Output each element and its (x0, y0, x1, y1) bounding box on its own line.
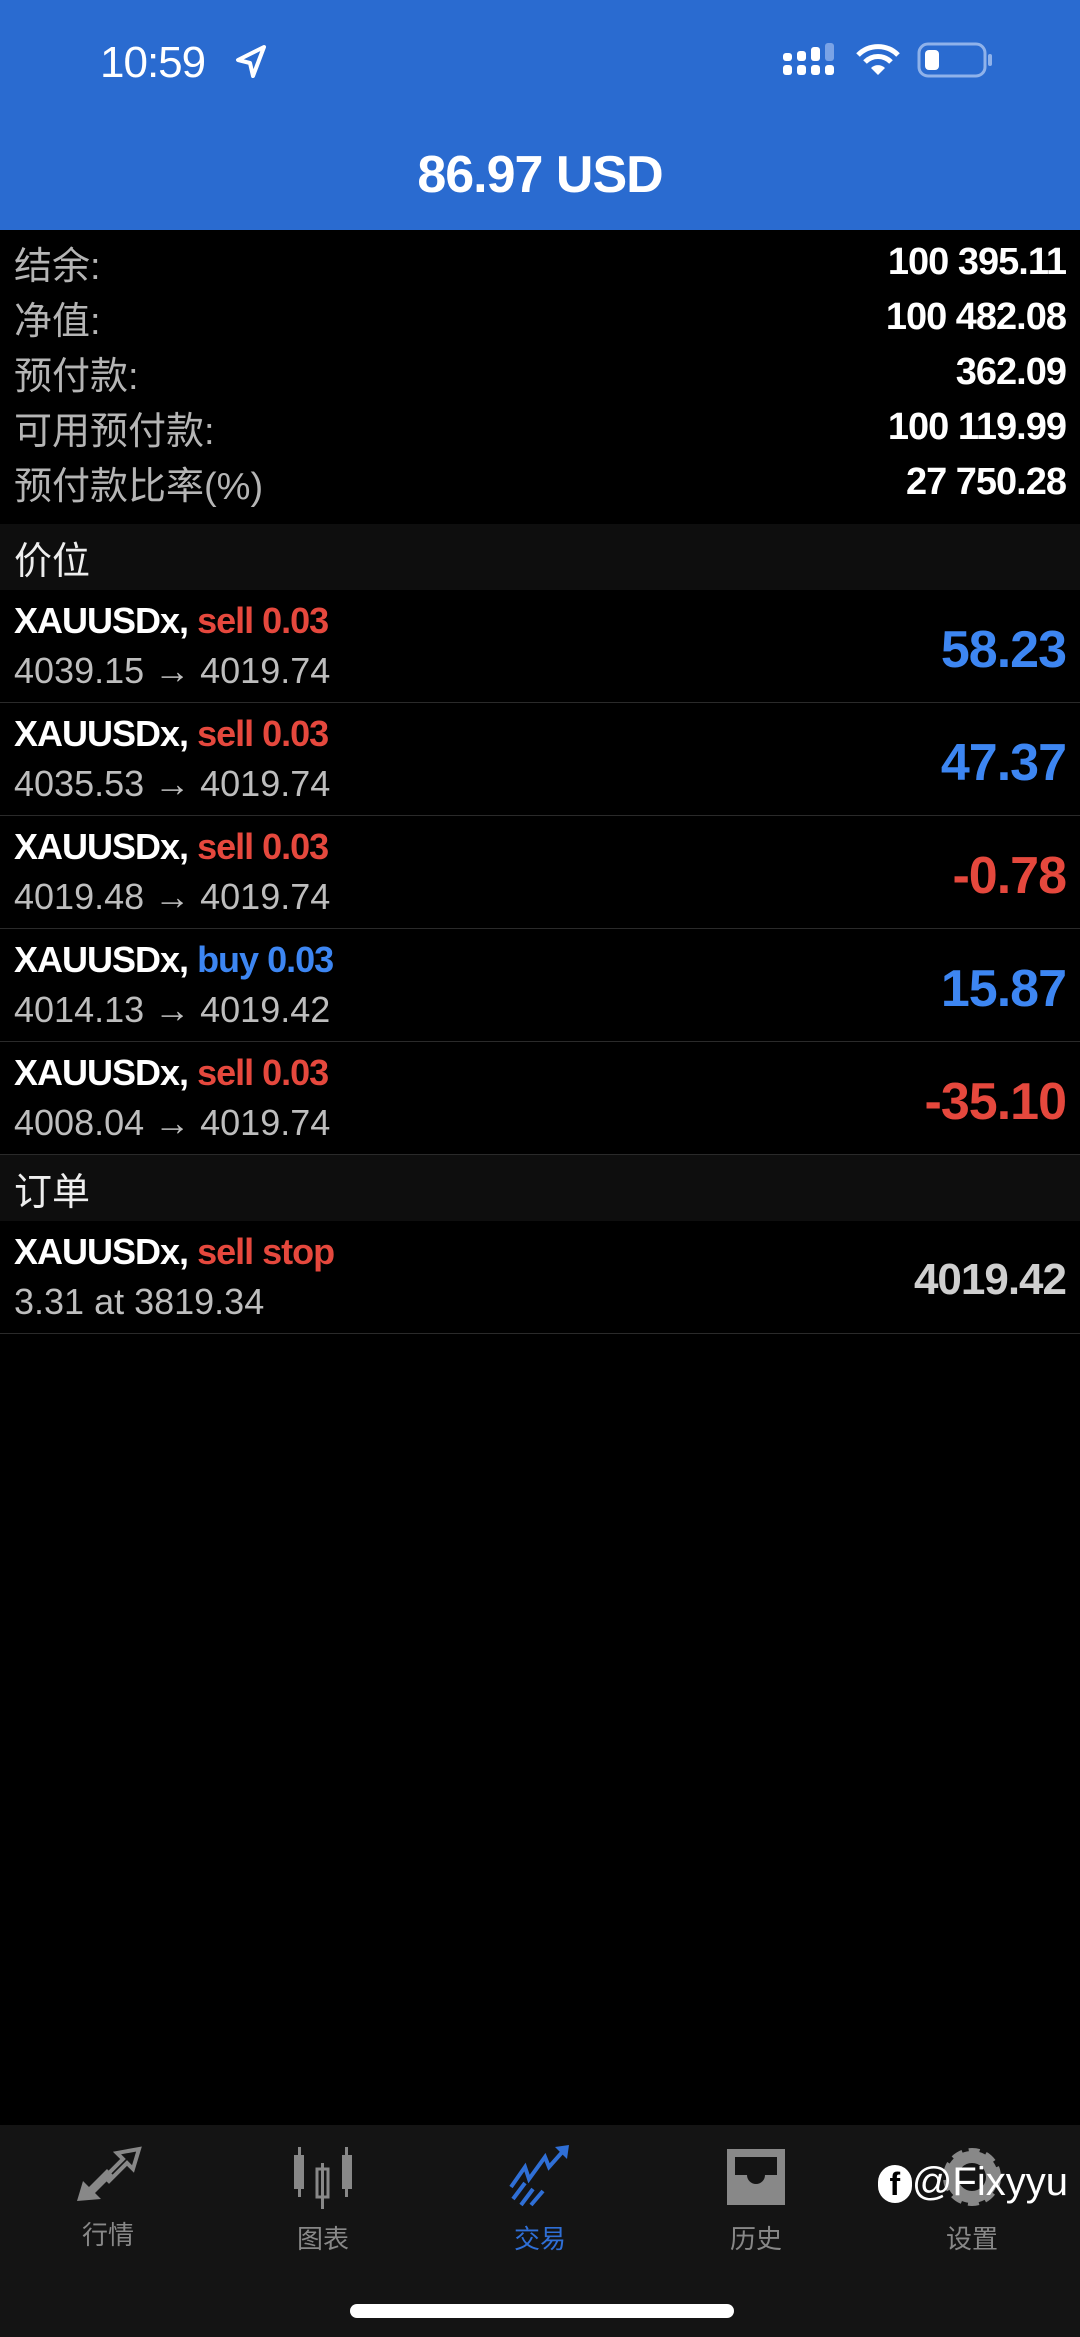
tab-quotes[interactable]: 行情 (38, 2145, 178, 2252)
position-prices: 4014.13 → 4019.42 (14, 989, 331, 1030)
order-symbol: XAUUSDx, (14, 1231, 189, 1272)
order-price: 4019.42 (913, 1255, 1067, 1304)
account-row-free-margin: 可用预付款: 100 119.99 (14, 406, 1067, 453)
inbox-tray-icon (727, 2149, 785, 2205)
position-row[interactable]: XAUUSDx, buy 0.03 4014.13 → 4019.42 15.8… (0, 929, 1080, 1042)
position-row[interactable]: XAUUSDx, sell 0.03 4035.53 → 4019.74 47.… (0, 703, 1080, 816)
tab-bar: 行情 图表 交易 历史 设置 (0, 2125, 1080, 2337)
position-symbol: XAUUSDx, (14, 1052, 189, 1093)
position-side: sell 0.03 (197, 600, 329, 641)
wifi-icon (856, 44, 900, 75)
account-row-margin: 预付款: 362.09 (14, 351, 1067, 398)
position-symbol: XAUUSDx, (14, 600, 189, 641)
positions-section-header: 价位 (0, 524, 1080, 590)
position-side: sell 0.03 (197, 1052, 329, 1093)
tab-settings[interactable]: 设置 (902, 2145, 1042, 2256)
quotes-arrows-icon (77, 2146, 142, 2201)
watermark: f @Fixyyu (877, 2160, 1068, 2205)
order-row[interactable]: XAUUSDx, sell stop 3.31 at 3819.34 4019.… (0, 1221, 1080, 1334)
account-row-balance: 结余: 100 395.11 (14, 241, 1067, 288)
position-row[interactable]: XAUUSDx, sell 0.03 4019.48 → 4019.74 -0.… (0, 816, 1080, 929)
account-summary: 结余: 100 395.11 净值: 100 482.08 预付款: 362.09 可… (0, 235, 1080, 1334)
order-type: sell stop (197, 1231, 335, 1272)
order-detail: 3.31 at 3819.34 (14, 1281, 265, 1322)
position-prices: 4039.15 → 4019.74 (14, 650, 331, 691)
gear-icon (943, 2148, 1001, 2206)
position-symbol: XAUUSDx, (14, 713, 189, 754)
position-profit: 58.23 (940, 621, 1067, 679)
candlestick-icon (294, 2147, 352, 2209)
position-row[interactable]: XAUUSDx, sell 0.03 4039.15 → 4019.74 58.… (0, 590, 1080, 703)
position-symbol: XAUUSDx, (14, 939, 189, 980)
account-row-equity: 净值: 100 482.08 (14, 296, 1067, 343)
position-symbol: XAUUSDx, (14, 826, 189, 867)
tab-charts[interactable]: 图表 (253, 2145, 393, 2256)
page-title: 86.97 USD (417, 146, 663, 204)
header-bar: 10:59 86.97 USD (0, 0, 1080, 230)
home-indicator[interactable] (350, 2304, 734, 2318)
position-prices: 4008.04 → 4019.74 (14, 1102, 331, 1143)
position-profit: -35.10 (924, 1073, 1067, 1131)
trade-chart-icon (509, 2145, 569, 2207)
location-icon (236, 45, 266, 78)
position-profit: 15.87 (940, 960, 1067, 1018)
facebook-icon: f (877, 2165, 912, 2204)
position-prices: 4019.48 → 4019.74 (14, 876, 331, 917)
position-side: buy 0.03 (197, 939, 334, 980)
tab-trade[interactable]: 交易 (470, 2145, 610, 2256)
position-row[interactable]: XAUUSDx, sell 0.03 4008.04 → 4019.74 -35… (0, 1042, 1080, 1155)
orders-section-header: 订单 (0, 1155, 1080, 1221)
position-side: sell 0.03 (197, 826, 329, 867)
tab-history[interactable]: 历史 (686, 2145, 826, 2256)
signal-icon (783, 43, 834, 75)
position-profit: -0.78 (952, 847, 1067, 905)
position-profit: 47.37 (940, 734, 1067, 792)
status-time: 10:59 (100, 38, 206, 87)
account-row-margin-level: 预付款比率(%) 27 750.28 (14, 461, 1067, 508)
battery-icon (917, 42, 992, 78)
position-prices: 4035.53 → 4019.74 (14, 763, 331, 804)
position-side: sell 0.03 (197, 713, 329, 754)
